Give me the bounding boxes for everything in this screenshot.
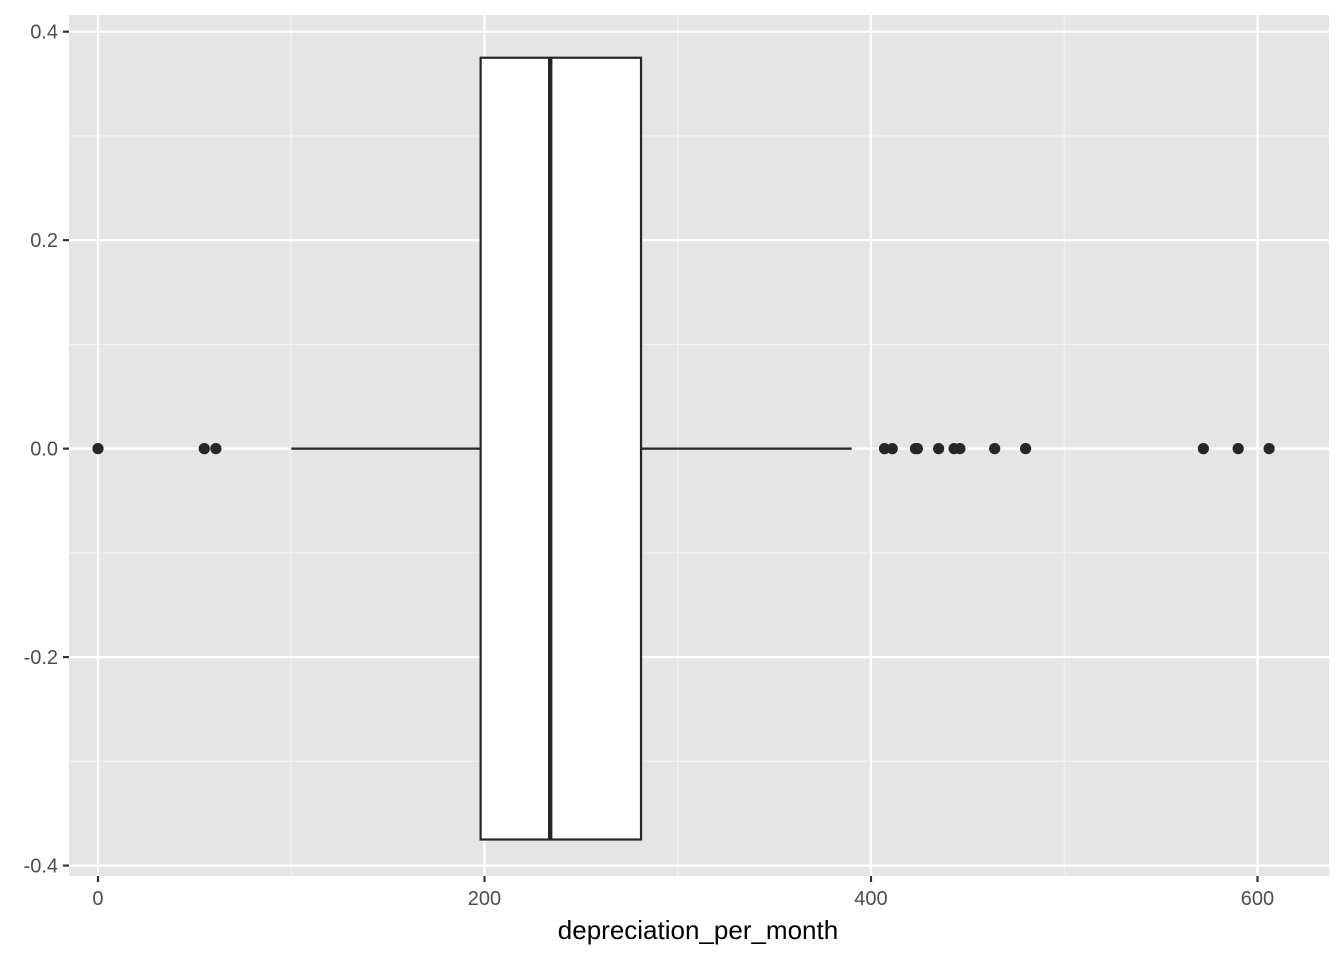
outlier-point [1263, 443, 1275, 455]
y-tick-label: 0.2 [30, 230, 58, 252]
grid-minor [69, 15, 1329, 876]
outlier-point [878, 443, 891, 455]
outlier-point [210, 443, 222, 455]
outlier-point [954, 443, 966, 455]
x-tick-label: 200 [468, 888, 501, 910]
plot-panel [69, 15, 1329, 876]
outlier-point [198, 443, 210, 455]
y-tick-label: 0.0 [30, 439, 58, 461]
x-axis: 0 200 400 600 [92, 876, 1274, 910]
y-tick-label: -0.4 [24, 856, 58, 878]
outlier-point [92, 443, 104, 455]
outlier-point [1232, 443, 1244, 455]
x-axis-title: depreciation_per_month [558, 915, 838, 945]
y-axis: -0.4 -0.2 0.0 0.2 0.4 [24, 22, 69, 878]
outlier-point [933, 443, 945, 455]
box-iqr [479, 56, 643, 841]
y-tick-label: -0.2 [24, 647, 58, 669]
box-group [291, 56, 852, 841]
outlier-points [92, 443, 1275, 455]
y-tick-label: 0.4 [30, 22, 58, 44]
outlier-point [1197, 443, 1209, 455]
outlier-point [989, 443, 1001, 455]
outlier-point [911, 443, 923, 455]
x-tick-label: 0 [92, 888, 103, 910]
outlier-point [886, 443, 898, 455]
x-tick-label: 400 [854, 888, 887, 910]
x-tick-label: 600 [1241, 888, 1274, 910]
outlier-point [1019, 443, 1032, 455]
